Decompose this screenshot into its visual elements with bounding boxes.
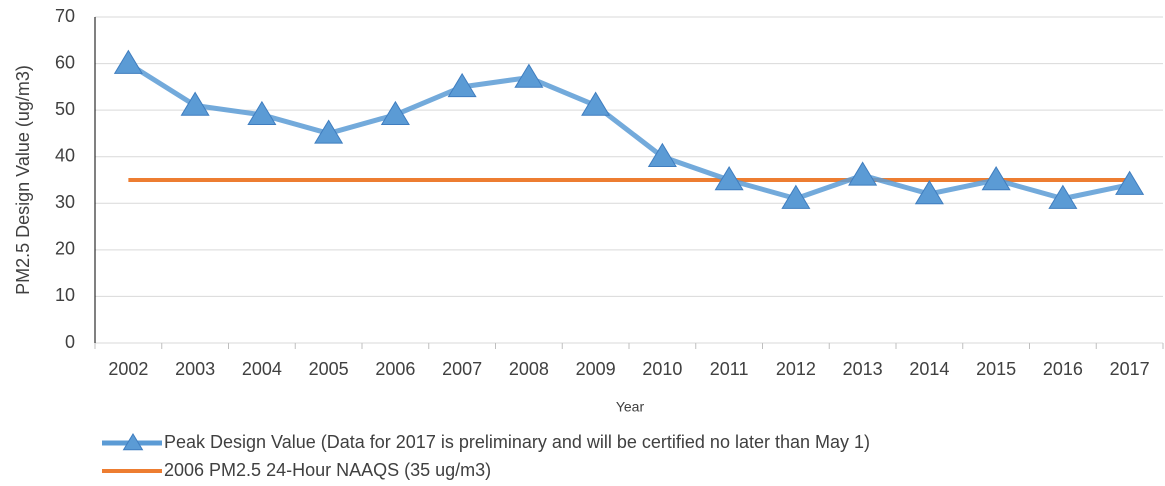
marker [781, 184, 811, 209]
x-tick-label: 2003 [175, 359, 215, 379]
marker [314, 119, 344, 144]
y-tick-label: 0 [65, 332, 75, 352]
marker [447, 72, 477, 98]
marker [914, 179, 944, 205]
marker [1048, 184, 1078, 209]
x-tick-label: 2010 [642, 359, 682, 379]
x-tick-label: 2017 [1110, 359, 1150, 379]
marker [1115, 170, 1145, 195]
legend-label: Peak Design Value (Data for 2017 is prel… [164, 432, 870, 452]
x-tick-label: 2005 [309, 359, 349, 379]
marker [514, 63, 544, 88]
x-tick-label: 2013 [843, 359, 883, 379]
y-tick-label: 20 [55, 239, 75, 259]
marker [380, 100, 410, 126]
marker [981, 166, 1011, 191]
x-tick-label: 2016 [1043, 359, 1083, 379]
y-tick-label: 60 [55, 52, 75, 72]
x-tick-label: 2007 [442, 359, 482, 379]
y-tick-label: 10 [55, 285, 75, 305]
marker [848, 161, 878, 186]
x-tick-label: 2012 [776, 359, 816, 379]
x-tick-label: 2004 [242, 359, 282, 379]
x-tick-label: 2011 [710, 359, 749, 379]
marker [113, 49, 143, 74]
marker [714, 166, 744, 191]
y-tick-label: 70 [55, 6, 75, 26]
x-tick-label: 2014 [909, 359, 949, 379]
x-axis-label: Year [616, 399, 645, 415]
x-tick-label: 2002 [108, 359, 148, 379]
series-line [127, 61, 1131, 202]
x-tick-label: 2015 [976, 359, 1016, 379]
marker [247, 100, 277, 126]
legend-label: 2006 PM2.5 24-Hour NAAQS (35 ug/m3) [164, 460, 491, 480]
y-tick-label: 40 [55, 145, 75, 165]
y-tick-label: 50 [55, 99, 75, 119]
marker [581, 91, 611, 116]
legend-marker [122, 433, 144, 451]
x-tick-label: 2009 [576, 359, 616, 379]
marker [647, 142, 677, 167]
y-tick-label: 30 [55, 192, 75, 212]
marker [180, 91, 210, 116]
x-tick-label: 2008 [509, 359, 549, 379]
y-axis-label: PM2.5 Design Value (ug/m3) [13, 65, 33, 295]
x-tick-label: 2006 [375, 359, 415, 379]
